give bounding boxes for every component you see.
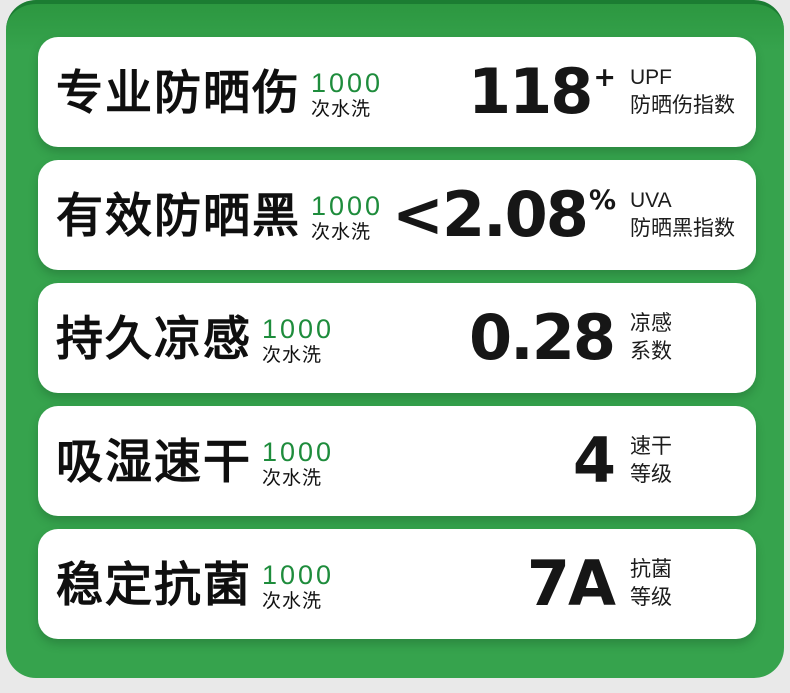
metric-number: 0.28: [469, 300, 616, 374]
wash-count-block: 1000 次水洗: [262, 435, 334, 488]
metric-unit-line1: 抗菌: [630, 557, 672, 581]
metric-unit: 凉感 系数: [630, 310, 742, 367]
metric-unit: UPF 防晒伤指数: [630, 64, 742, 121]
metric-unit-line2: 等级: [630, 463, 672, 486]
metric-unit-line1: UVA: [630, 188, 672, 212]
metric-unit-line2: 防晒黑指数: [630, 217, 735, 240]
wash-unit: 次水洗: [311, 221, 372, 243]
feature-card-antibacterial: 稳定抗菌 1000 次水洗 7A 抗菌 等级: [38, 529, 756, 639]
wash-count-block: 1000 次水洗: [262, 312, 334, 365]
metric-unit-line2: 防晒伤指数: [630, 94, 735, 117]
metric-unit: 速干 等级: [630, 433, 742, 490]
metric-value: <2.08 %: [383, 177, 616, 251]
feature-title: 持久凉感: [56, 311, 252, 365]
feature-card-cooling: 持久凉感 1000 次水洗 0.28 凉感 系数: [38, 283, 756, 393]
wash-count: 1000: [311, 190, 384, 221]
metric-value: 4: [334, 423, 616, 497]
metric-unit-line2: 等级: [630, 586, 672, 609]
feature-card-quick-dry: 吸湿速干 1000 次水洗 4 速干 等级: [38, 406, 756, 516]
feature-title: 吸湿速干: [56, 434, 252, 488]
metric-unit: UVA 防晒黑指数: [630, 187, 742, 244]
metric-number: 4: [572, 423, 616, 497]
wash-unit: 次水洗: [262, 590, 323, 612]
wash-count: 1000: [262, 436, 335, 467]
metric-unit: 抗菌 等级: [630, 556, 742, 613]
metric-unit-line1: 凉感: [630, 311, 672, 335]
wash-unit: 次水洗: [262, 467, 323, 489]
wash-count-block: 1000 次水洗: [311, 189, 383, 242]
metric-value: 118 +: [383, 54, 616, 128]
feature-title: 专业防晒伤: [56, 65, 301, 119]
wash-count-block: 1000 次水洗: [311, 66, 383, 119]
metric-suffix: %: [588, 184, 616, 216]
metric-unit-line2: 系数: [630, 340, 672, 363]
wash-unit: 次水洗: [262, 344, 323, 366]
metric-suffix: +: [593, 61, 616, 93]
metric-number: <2.08: [392, 177, 589, 251]
metric-number: 118: [467, 54, 593, 128]
feature-title: 稳定抗菌: [56, 557, 252, 611]
metric-value: 0.28: [334, 300, 616, 374]
wash-count: 1000: [262, 313, 335, 344]
wash-count: 1000: [311, 67, 384, 98]
feature-card-sunburn: 专业防晒伤 1000 次水洗 118 + UPF 防晒伤指数: [38, 37, 756, 147]
metric-value: 7A: [334, 546, 616, 620]
wash-count-block: 1000 次水洗: [262, 558, 334, 611]
metric-unit-line1: UPF: [630, 65, 672, 89]
feature-title: 有效防晒黑: [56, 188, 301, 242]
wash-unit: 次水洗: [311, 98, 372, 120]
metric-unit-line1: 速干: [630, 434, 672, 458]
wash-count: 1000: [262, 559, 335, 590]
feature-panel: 专业防晒伤 1000 次水洗 118 + UPF 防晒伤指数 有效防晒黑 100…: [6, 0, 784, 678]
feature-card-tanning: 有效防晒黑 1000 次水洗 <2.08 % UVA 防晒黑指数: [38, 160, 756, 270]
metric-number: 7A: [526, 546, 616, 620]
